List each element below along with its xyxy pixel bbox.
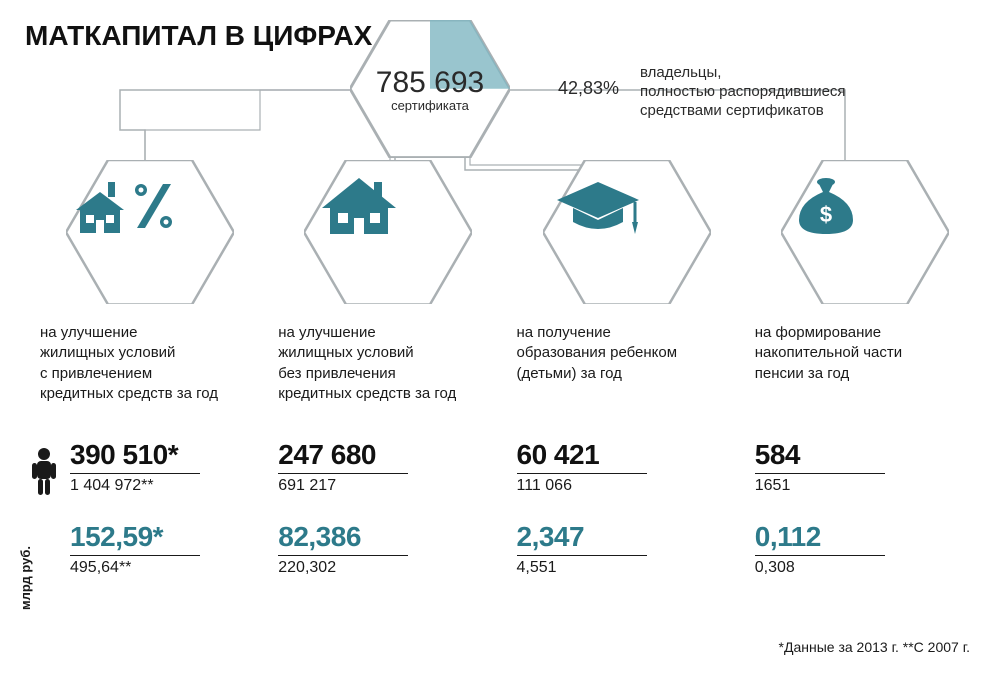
col-pension: $ на формированиенакопительной частипенс… [755,160,975,577]
hex-icon [304,160,472,305]
money-axis-label: млрд руб. [18,546,33,610]
footnotes: *Данные за 2013 г. **С 2007 г. [779,639,970,655]
col-desc: на получениеобразования ребенком(детьми)… [517,323,737,433]
money-primary: 82,386 [278,521,498,553]
people-secondary: 691 217 [278,473,408,495]
people-secondary: 1 404 972** [70,473,200,495]
money-secondary: 0,308 [755,555,885,577]
col-desc: на улучшениежилищных условийбез привлече… [278,323,498,433]
columns: на улучшениежилищных условийс привлечени… [40,160,975,577]
col-desc: на улучшениежилищных условийс привлечени… [40,323,260,433]
people-primary: 584 [755,439,975,471]
people-primary: 390 510* [70,439,260,471]
person-icon [30,447,58,502]
moneybag-icon: $ [781,160,949,305]
money-secondary: 220,302 [278,555,408,577]
money-secondary: 4,551 [517,555,647,577]
hex-icon [66,160,234,305]
cert-count: 785 693 [376,66,484,100]
people-primary: 247 680 [278,439,498,471]
money-primary: 0,112 [755,521,975,553]
hex-icon: $ [781,160,949,305]
gradcap-icon [543,160,711,305]
percentage: 42,83% [558,78,619,99]
col-desc: на формированиенакопительной частипенсии… [755,323,975,433]
money-secondary: 495,64** [70,555,200,577]
col-education: на получениеобразования ребенком(детьми)… [517,160,737,577]
money-primary: 152,59* [70,521,260,553]
cert-label: сертификата [376,98,484,113]
col-housing-nocredit: на улучшениежилищных условийбез привлече… [278,160,498,577]
top-hex: 785 693 сертификата [350,20,510,158]
people-secondary: 111 066 [517,473,647,495]
people-primary: 60 421 [517,439,737,471]
col-housing-credit: на улучшениежилищных условийс привлечени… [40,160,260,577]
house-percent-icon [66,160,234,305]
svg-text:$: $ [820,202,832,227]
hex-icon [543,160,711,305]
money-primary: 2,347 [517,521,737,553]
percentage-desc: владельцы,полностью распорядившиесясредс… [640,64,846,120]
house-icon [304,160,472,305]
people-secondary: 1651 [755,473,885,495]
